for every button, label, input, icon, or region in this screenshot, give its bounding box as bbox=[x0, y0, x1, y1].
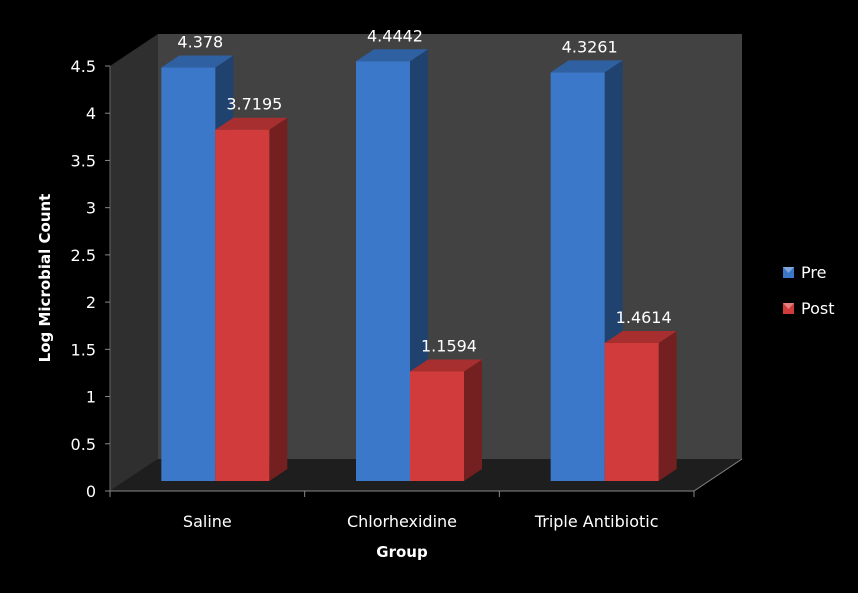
legend-swatch-highlight bbox=[783, 303, 794, 309]
legend-item-post: Post bbox=[783, 299, 834, 318]
x-axis-title: Group bbox=[376, 543, 428, 561]
bar-top bbox=[410, 359, 482, 372]
y-axis-title: Log Microbial Count bbox=[36, 194, 54, 363]
data-labels: 4.378 4.4442 4.3261 3.7195 1.1594 1.4614 bbox=[177, 26, 671, 355]
bar-side bbox=[269, 117, 288, 481]
x-tick-label: Saline bbox=[183, 512, 232, 531]
legend-item-pre: Pre bbox=[783, 263, 826, 282]
y-tick-label: 3 bbox=[86, 199, 96, 218]
bar-post-saline bbox=[215, 117, 288, 482]
x-tick-label: Chlorhexidine bbox=[347, 512, 457, 531]
y-tick-label: 4 bbox=[86, 104, 96, 123]
data-label: 1.4614 bbox=[616, 308, 672, 327]
bar-front bbox=[604, 342, 659, 481]
y-tick-label: 3.5 bbox=[71, 151, 96, 170]
data-label: 1.1594 bbox=[421, 337, 477, 356]
bar-front bbox=[550, 72, 605, 481]
side-wall bbox=[110, 34, 158, 491]
x-axis: Saline Chlorhexidine Triple Antibiotic bbox=[109, 458, 743, 531]
y-tick-label: 4.5 bbox=[71, 57, 96, 76]
bars bbox=[161, 49, 677, 482]
bar-side bbox=[658, 330, 677, 481]
bar-front bbox=[356, 61, 410, 482]
floor-edge bbox=[693, 458, 743, 492]
data-label: 4.378 bbox=[177, 33, 223, 52]
bar-side bbox=[464, 359, 482, 481]
bar-post-chlorhexidine bbox=[410, 359, 482, 481]
data-label: 4.3261 bbox=[562, 37, 618, 56]
bar-front bbox=[161, 67, 216, 482]
x-tick-label: Triple Antibiotic bbox=[534, 512, 659, 531]
data-label: 4.4442 bbox=[367, 26, 423, 45]
bar-top bbox=[215, 117, 288, 130]
legend: Pre Post bbox=[783, 263, 834, 318]
data-label: 3.7195 bbox=[226, 95, 282, 114]
bar-top bbox=[356, 49, 428, 62]
y-tick-label: 2.5 bbox=[71, 246, 96, 265]
y-tick-label: 0.5 bbox=[71, 435, 96, 454]
y-tick-label: 2 bbox=[86, 293, 96, 312]
y-tick-label: 0 bbox=[86, 482, 96, 501]
bar-top bbox=[604, 330, 677, 343]
bar-post-triple-antibiotic bbox=[604, 330, 677, 481]
bar-front bbox=[410, 371, 464, 481]
y-tick-label: 1 bbox=[86, 388, 96, 407]
legend-label: Post bbox=[801, 299, 834, 318]
y-tick-label: 1.5 bbox=[71, 340, 96, 359]
legend-label: Pre bbox=[801, 263, 826, 282]
y-axis: 0 0.5 1 1.5 2 2.5 3 3.5 4 4.5 bbox=[71, 57, 111, 501]
bar-front bbox=[215, 129, 270, 482]
legend-swatch-highlight bbox=[783, 267, 794, 273]
bar-top bbox=[550, 60, 623, 73]
bar-top bbox=[161, 55, 234, 68]
